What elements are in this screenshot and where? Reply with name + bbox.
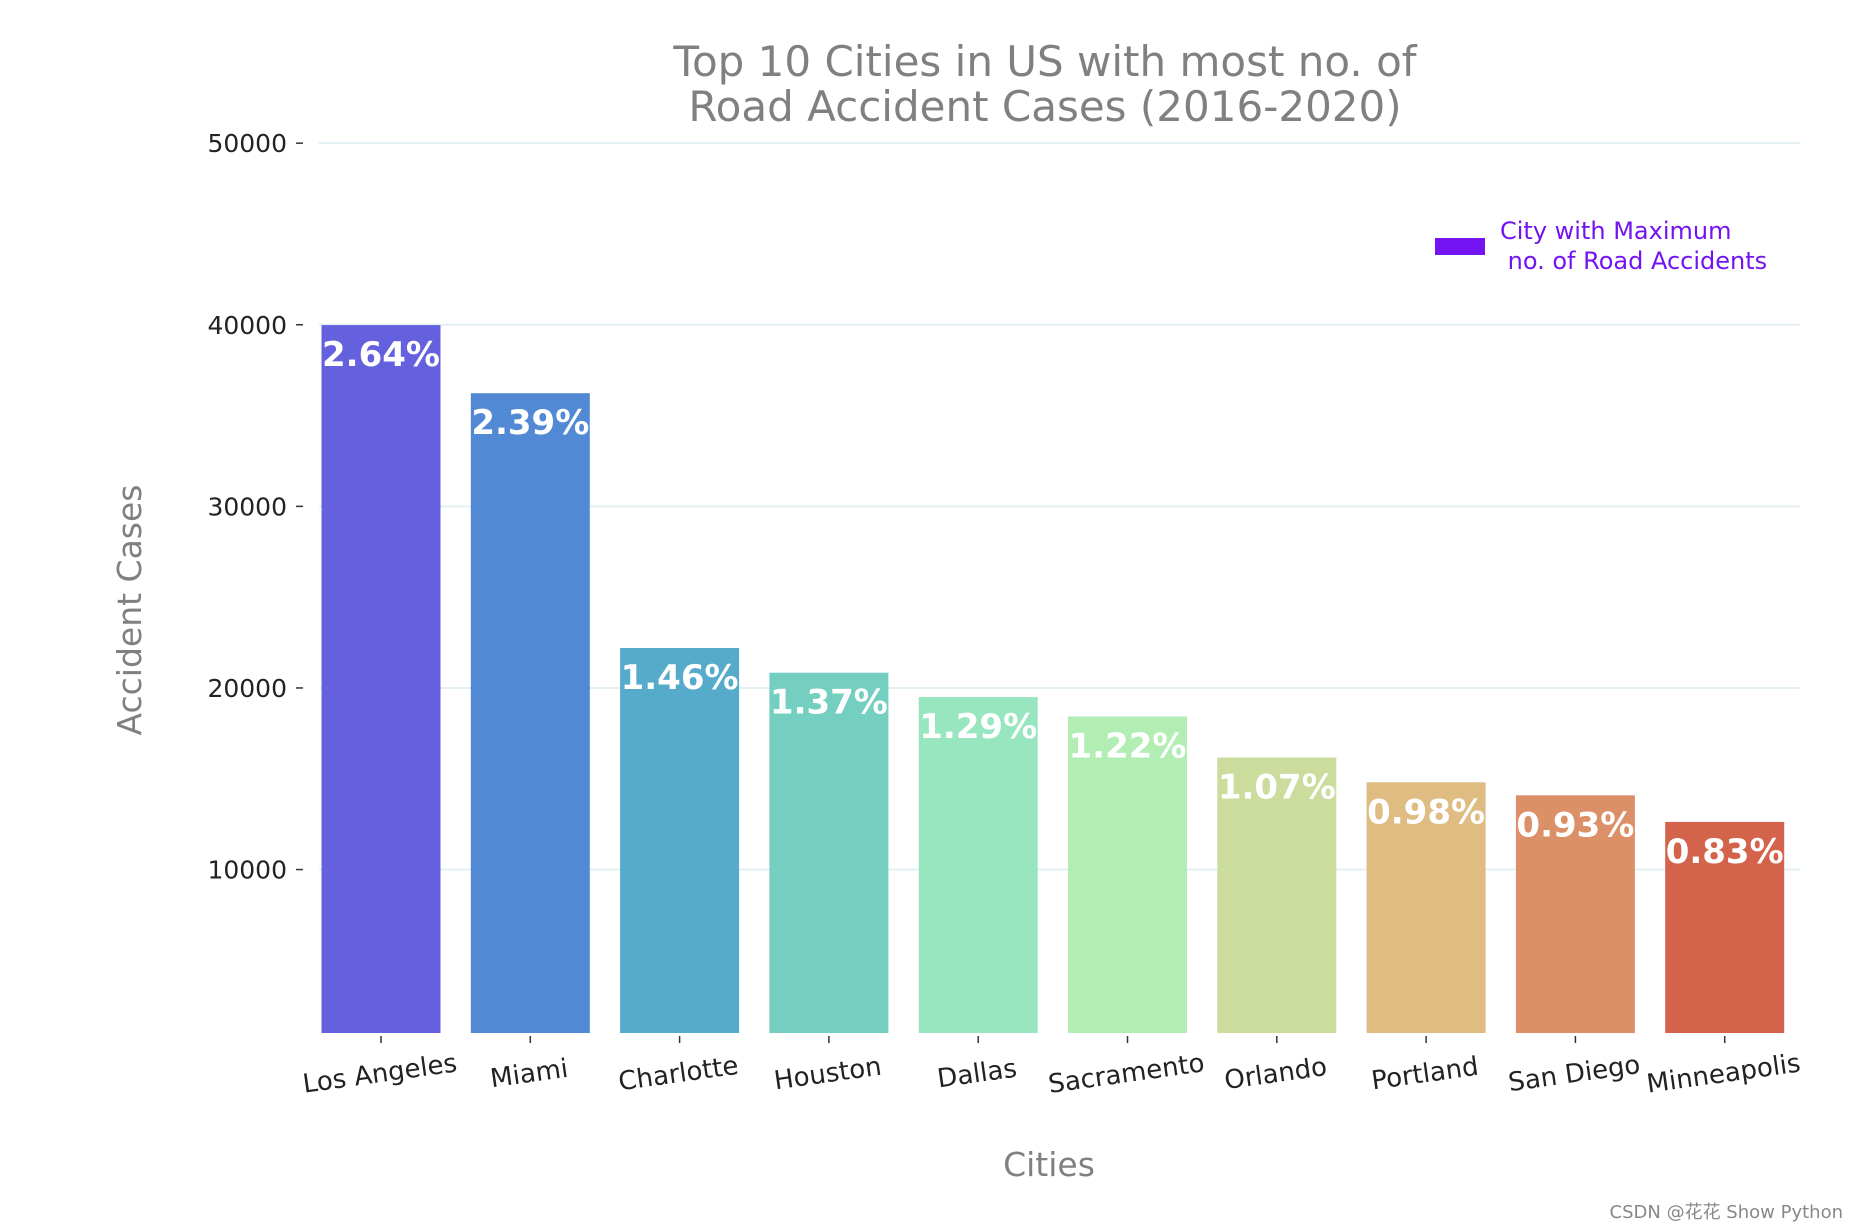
- legend-label-line: no. of Road Accidents: [1500, 247, 1767, 275]
- bar-data-label: 1.07%: [1218, 768, 1336, 808]
- chart-title-line-1: Top 10 Cities in US with most no. of: [672, 37, 1417, 86]
- bar-data-label: 1.22%: [1069, 727, 1187, 767]
- y-tick-label: 10000: [207, 856, 287, 885]
- bar: [1665, 821, 1785, 1033]
- bar: [1366, 782, 1486, 1033]
- bars: [321, 325, 1785, 1034]
- bar-data-label: 1.46%: [621, 658, 739, 698]
- x-tick-label: Dallas: [935, 1054, 1018, 1095]
- legend-swatch: [1435, 238, 1485, 255]
- bar-labels: 2.64% 2.39% 1.46% 1.37% 1.29% 1.22% 1.07% 0.98%…: [322, 335, 1784, 872]
- bar: [620, 648, 740, 1033]
- x-axis: Los Angeles Miami Charlotte Houston Dallas Sa…: [301, 1036, 1802, 1100]
- x-tick-label: Miami: [488, 1054, 570, 1095]
- x-axis-label: Cities: [1003, 1145, 1095, 1184]
- bar: [918, 697, 1038, 1033]
- x-tick-label: Minneapolis: [1645, 1048, 1803, 1099]
- bar: [1515, 795, 1635, 1033]
- bar-data-label: 2.64%: [322, 335, 440, 375]
- y-tick-label: 20000: [207, 674, 287, 703]
- y-axis-label: Accident Cases: [110, 485, 149, 736]
- x-tick-label: Orlando: [1222, 1052, 1328, 1096]
- bar-data-label: 0.93%: [1516, 805, 1634, 845]
- watermark: CSDN @花花 Show Python: [1610, 1202, 1843, 1223]
- x-tick-label: Charlotte: [617, 1051, 741, 1098]
- bar: [1217, 757, 1337, 1033]
- bar: [321, 325, 441, 1034]
- legend-label: City with Maximum no. of Road Accidents: [1500, 217, 1767, 275]
- bar-data-label: 1.29%: [919, 707, 1037, 747]
- chart-title-line-2: Road Accident Cases (2016-2020): [688, 82, 1401, 131]
- bar-data-label: 0.98%: [1367, 792, 1485, 832]
- bar: [1068, 716, 1187, 1033]
- bar-data-label: 0.83%: [1666, 832, 1784, 872]
- legend-label-line: City with Maximum: [1500, 217, 1731, 245]
- x-tick-label: Houston: [772, 1052, 883, 1097]
- x-tick-label: Sacramento: [1046, 1048, 1206, 1100]
- x-tick-label: Portland: [1370, 1052, 1481, 1097]
- y-tick-label: 40000: [207, 311, 287, 340]
- legend: City with Maximum no. of Road Accidents: [1435, 217, 1767, 275]
- bar-data-label: 1.37%: [770, 683, 888, 723]
- y-tick-label: 50000: [207, 129, 287, 158]
- y-tick-label: 30000: [207, 492, 287, 521]
- bar-data-label: 2.39%: [471, 403, 589, 443]
- x-tick-label: Los Angeles: [301, 1048, 459, 1099]
- bar: [769, 672, 889, 1033]
- bar: [470, 393, 590, 1033]
- x-tick-label: San Diego: [1506, 1050, 1642, 1098]
- y-axis: 10000 20000 30000 40000 50000: [207, 129, 303, 885]
